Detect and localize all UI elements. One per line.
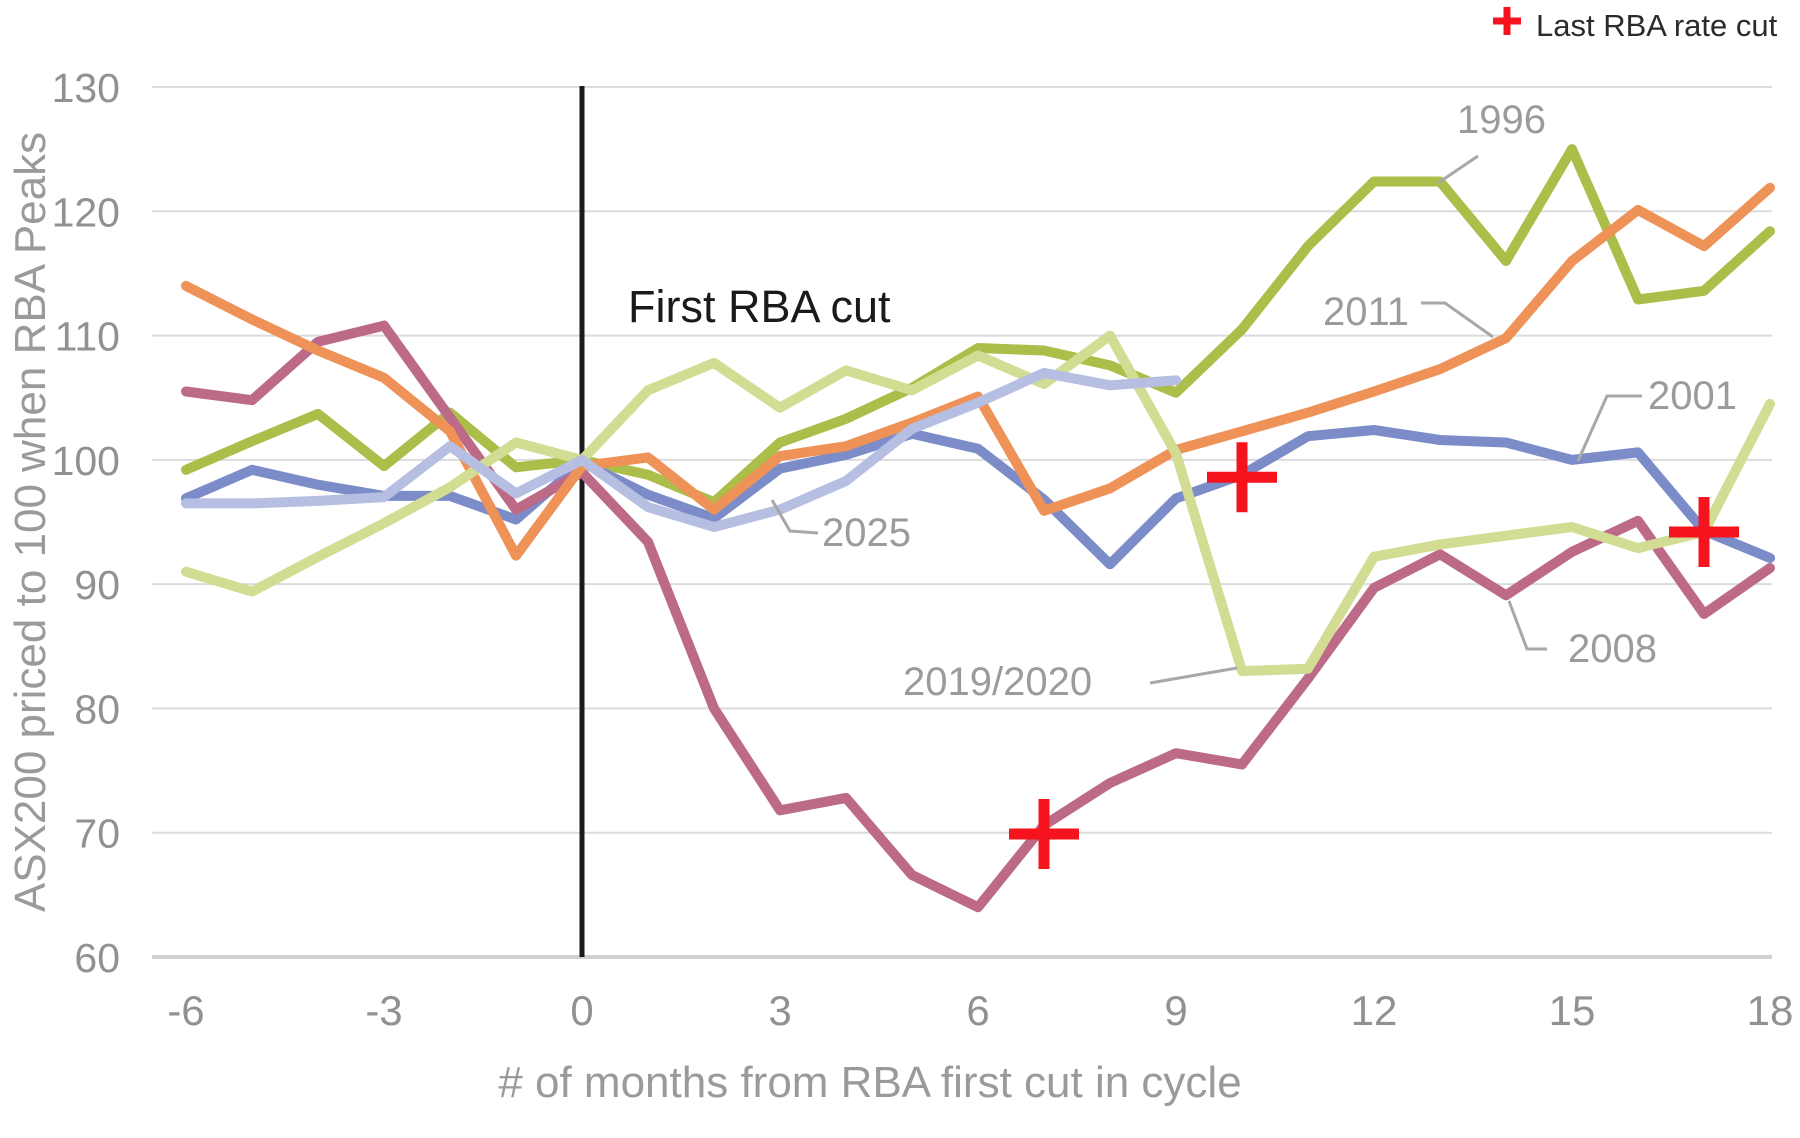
x-tick-label--3: -3 [365, 987, 402, 1034]
x-tick-label-12: 12 [1351, 987, 1398, 1034]
series-label-2019-2020: 2019/2020 [903, 660, 1092, 704]
x-tick-label--6: -6 [167, 987, 204, 1034]
leader-line-2019-2020 [1149, 666, 1238, 685]
x-tick-label-18: 18 [1747, 987, 1794, 1034]
leader-line-2008 [1507, 600, 1547, 651]
series-label-2008: 2008 [1568, 627, 1657, 671]
last-rate-cut-cross-2001 [1207, 442, 1277, 513]
y-tick-label-80: 80 [74, 686, 120, 732]
series-lines-layer [181, 144, 1775, 913]
x-tick-label-9: 9 [1164, 987, 1187, 1034]
x-axis-title: # of months from RBA first cut in cycle [498, 1058, 1241, 1107]
legend-label: Last RBA rate cut [1536, 8, 1778, 43]
gridlines-layer [152, 86, 1772, 959]
y-axis-title: ASX200 priced to 100 when RBA Peaks [6, 132, 55, 912]
rate-cut-cross-markers-layer [1009, 442, 1739, 869]
series-label-2025: 2025 [822, 511, 911, 555]
last-rate-cut-cross-2008 [1009, 798, 1079, 869]
leader-line-2025 [770, 499, 819, 535]
y-tick-label-90: 90 [74, 562, 120, 608]
tick-labels-layer: 60 70 80 90 100 110 120 130 -6 -3 0 3 6 9 12 15 18 [52, 65, 1794, 1034]
series-line-2025 [181, 367, 1181, 532]
y-tick-label-70: 70 [74, 811, 120, 857]
series-line-2008 [181, 320, 1775, 913]
series-line-2011 [181, 182, 1775, 561]
legend-cross-icon [1493, 7, 1521, 35]
y-tick-label-60: 60 [74, 935, 120, 981]
legend: Last RBA rate cut [1493, 7, 1778, 43]
x-tick-label-0: 0 [570, 987, 593, 1034]
series-label-2011: 2011 [1323, 290, 1409, 334]
x-tick-label-3: 3 [768, 987, 791, 1034]
y-tick-label-100: 100 [52, 438, 120, 484]
series-label-1996: 1996 [1457, 98, 1546, 142]
series-line-2001 [181, 425, 1775, 570]
y-tick-label-110: 110 [55, 314, 120, 360]
leader-line-2011 [1421, 301, 1494, 339]
series-line-2019-2020 [181, 330, 1775, 677]
series-label-2001: 2001 [1648, 374, 1737, 418]
last-rate-cut-cross-2019-2020 [1669, 496, 1739, 567]
first-rba-cut-annotation: First RBA cut [628, 281, 891, 332]
y-tick-label-120: 120 [52, 189, 120, 235]
x-tick-label-15: 15 [1549, 987, 1596, 1034]
leader-line-1996 [1437, 154, 1479, 185]
x-tick-label-6: 6 [966, 987, 989, 1034]
leader-line-2001 [1576, 394, 1642, 462]
y-tick-label-130: 130 [52, 65, 120, 111]
